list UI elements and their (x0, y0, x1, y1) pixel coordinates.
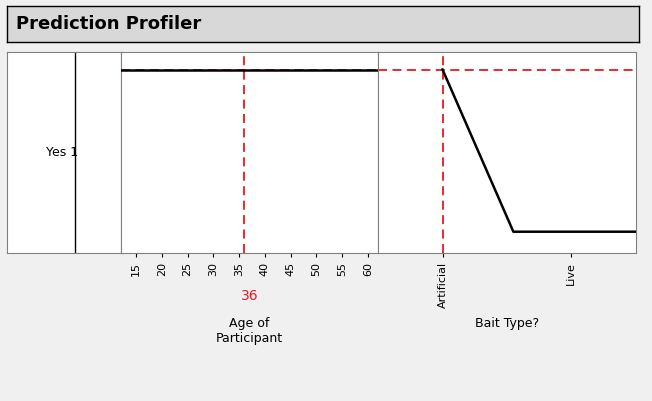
Text: Age of
Participant: Age of Participant (216, 317, 283, 345)
Text: 36: 36 (241, 289, 258, 303)
Text: Bait Type?: Bait Type? (475, 317, 539, 330)
Text: Come Back Next Year?: Come Back Next Year? (0, 82, 3, 223)
Text: Prediction Profiler: Prediction Profiler (16, 15, 201, 33)
Text: Yes 1: Yes 1 (46, 146, 79, 159)
